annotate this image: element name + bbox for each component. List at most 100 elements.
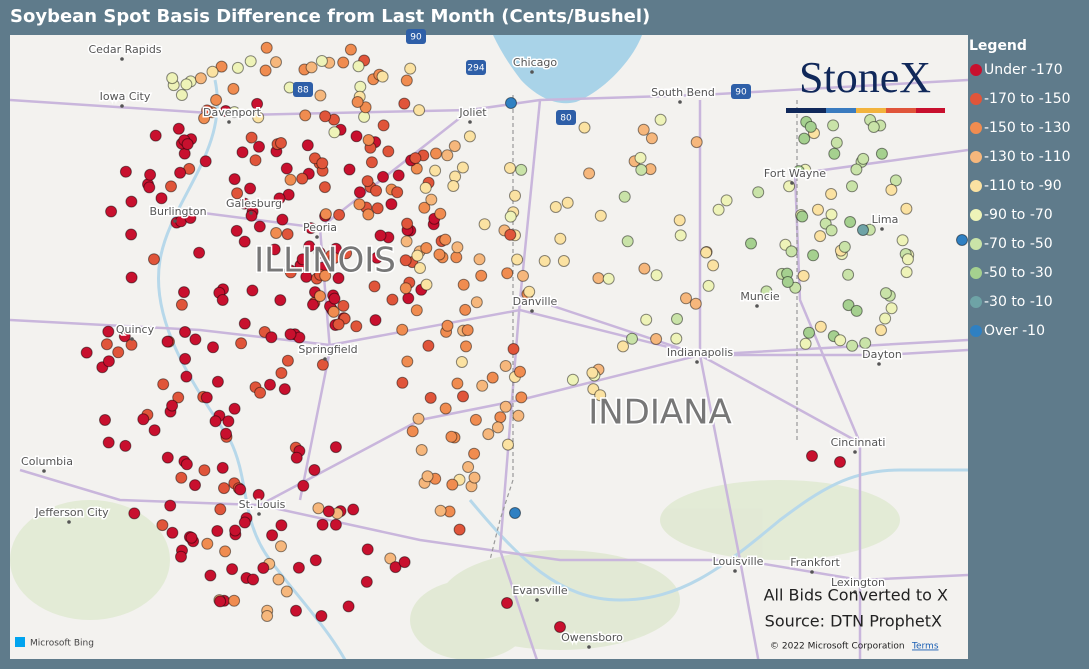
bid-dot [638, 262, 651, 275]
bid-dot [370, 251, 383, 264]
bid-dot [179, 326, 191, 338]
bid-dot [554, 232, 567, 245]
bid-dot [804, 120, 817, 133]
bid-dot [671, 313, 683, 325]
bid-dot [376, 70, 389, 83]
city-dot [678, 100, 682, 104]
bid-dot [314, 89, 327, 102]
state-label: INDIANA [588, 393, 732, 433]
bid-dot [227, 82, 240, 95]
terms-link[interactable]: Terms [911, 642, 939, 652]
bid-dot [99, 414, 111, 426]
bid-dot [382, 145, 395, 158]
bid-dot [337, 56, 350, 69]
bid-dot [284, 173, 297, 186]
city-label: Louisville [713, 555, 764, 568]
city-dot [468, 120, 472, 124]
highway-shield [731, 84, 751, 99]
bid-dot [270, 56, 282, 69]
bid-dot [420, 278, 433, 291]
bid-dot [189, 333, 202, 346]
bid-dot [828, 147, 841, 160]
city-label: Cedar Rapids [88, 43, 161, 56]
bid-dot [266, 529, 279, 542]
bid-dot [215, 60, 228, 73]
bid-dot [792, 165, 805, 178]
legend-swatch [970, 122, 982, 134]
bid-dot [879, 312, 892, 325]
city-dot [173, 219, 177, 223]
bid-dot [231, 61, 244, 74]
bid-dot [760, 285, 773, 298]
bid-dot [238, 197, 251, 210]
city-dot [120, 57, 124, 61]
city-dot [67, 520, 71, 524]
bid-dot [621, 235, 634, 248]
bid-dot [538, 255, 551, 267]
bid-dot [251, 97, 264, 110]
bid-dot [806, 450, 818, 462]
bid-dot [511, 253, 524, 266]
bid-dot [478, 218, 491, 231]
bid-dot [180, 458, 193, 471]
bid-dot [441, 149, 454, 162]
copyright: © 2022 Microsoft Corporation [770, 642, 905, 652]
bid-dot [509, 189, 521, 202]
city-dot [695, 360, 699, 364]
bid-dot [491, 421, 504, 434]
highway-shield [556, 110, 576, 125]
bid-dot [650, 269, 663, 282]
bid-dot [353, 198, 366, 211]
note: All Bids Converted to X [764, 586, 948, 605]
city-label: Springfield [298, 343, 357, 356]
bid-dot [549, 201, 562, 213]
bid-dot [796, 210, 809, 223]
bid-dot [312, 502, 325, 515]
bid-dot [200, 391, 213, 404]
bid-dot [238, 516, 251, 529]
bid-dot [450, 251, 463, 264]
bid-dot [236, 146, 249, 159]
city-label: Danville [513, 295, 558, 308]
bid-dot [798, 132, 811, 145]
bid-dot [352, 60, 365, 73]
legend-swatch [970, 267, 982, 279]
bid-dot [175, 471, 188, 484]
bid-dot [328, 126, 341, 139]
bid-dot [370, 184, 383, 197]
city-dot [323, 357, 327, 361]
bid-dot [207, 341, 219, 354]
bid-dot [504, 228, 517, 241]
highway-number: 90 [735, 88, 747, 98]
bid-dot [275, 540, 287, 553]
bid-dot [885, 302, 898, 315]
bid-dot [406, 425, 419, 438]
bid-dot [857, 224, 869, 236]
bid-dot [635, 163, 648, 176]
bid-dot [399, 254, 412, 267]
bid-dot [246, 284, 259, 297]
bid-dot [354, 80, 367, 93]
bid-dot [332, 318, 345, 331]
bid-dot [198, 464, 211, 477]
bid-dot [429, 164, 442, 177]
bid-dot [157, 378, 170, 391]
bid-dot [166, 526, 179, 539]
city-label: Davenport [203, 106, 262, 119]
bid-dot [290, 604, 302, 617]
bid-dot [368, 280, 381, 293]
legend-swatch [970, 93, 982, 105]
bid-dot [328, 292, 341, 305]
city-label: Iowa City [100, 90, 151, 103]
title: Soybean Spot Basis Difference from Last … [10, 6, 650, 27]
bid-dot [164, 499, 177, 512]
bid-dot [369, 314, 382, 327]
bid-dot [184, 212, 197, 224]
bid-dot [512, 409, 525, 422]
bid-dot [797, 269, 810, 282]
bid-dot [174, 166, 187, 179]
bid-dot [398, 556, 411, 569]
bid-dot [389, 561, 402, 574]
bid-dot [143, 181, 156, 194]
